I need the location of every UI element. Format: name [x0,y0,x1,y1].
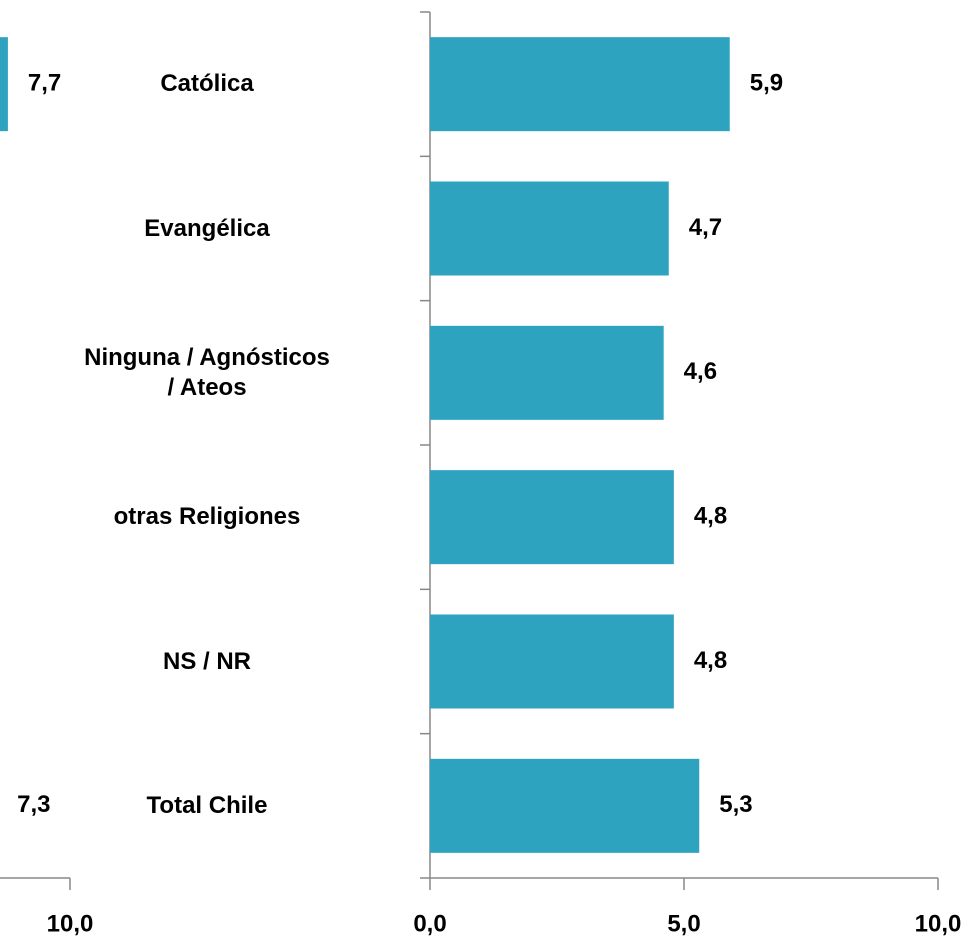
bar [430,182,669,276]
bar [0,37,8,131]
x-tick-label: 0,0 [413,910,446,937]
value-label: 4,7 [689,214,722,241]
value-label: 4,6 [684,358,717,385]
x-tick-label: 5,0 [667,910,700,937]
category-label: NS / NR [17,647,397,677]
category-label: otras Religiones [17,502,397,532]
value-label: 4,8 [694,647,727,674]
category-label: Ninguna / Agnósticos / Ateos [17,343,397,403]
bar [430,37,730,131]
page: 0,05,010,07,77,30,05,010,05,94,74,64,84,… [0,0,974,943]
x-tick-label: 10,0 [915,910,962,937]
bar [430,759,699,853]
x-tick-label: 10,0 [47,910,94,937]
category-label: Evangélica [17,214,397,244]
category-label: Católica [17,69,397,99]
category-label: Total Chile [17,791,397,821]
bar [430,326,664,420]
value-label: 4,8 [694,503,727,530]
bar [430,470,674,564]
value-label: 5,9 [750,70,783,97]
value-label: 5,3 [719,791,752,818]
bar [430,615,674,709]
